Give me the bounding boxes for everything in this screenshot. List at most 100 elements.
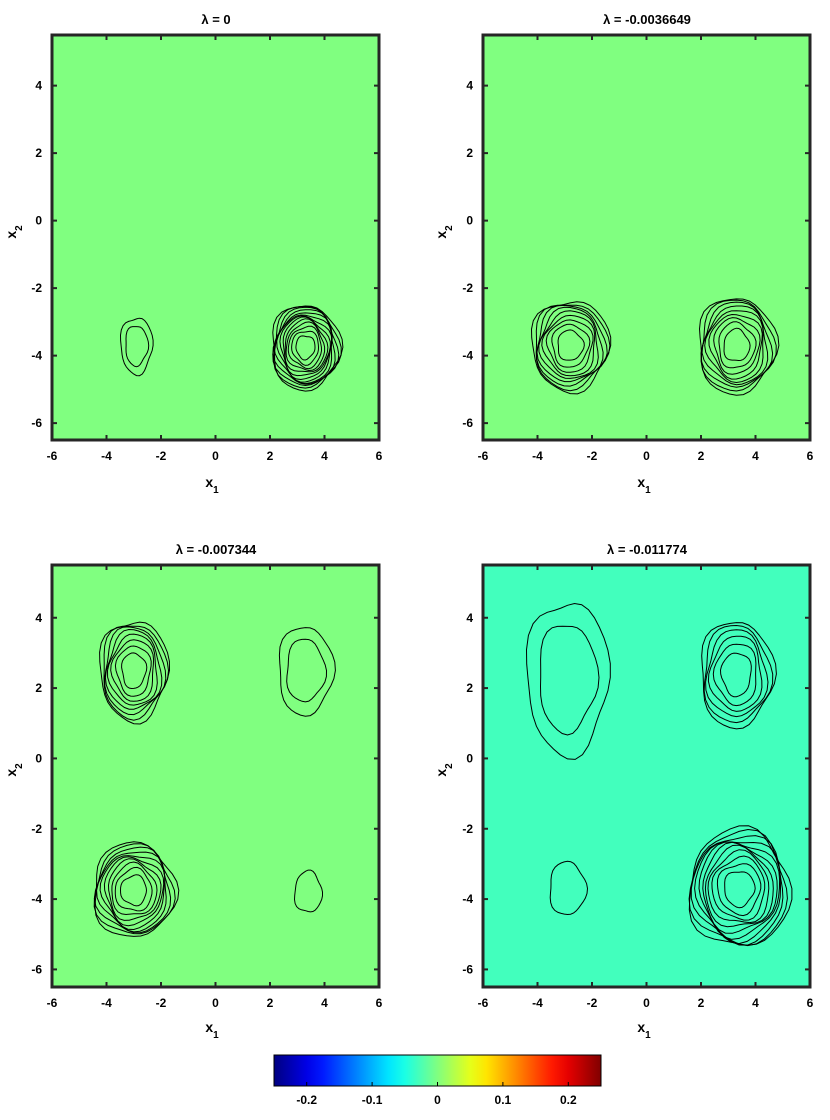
x-tick-label: -2 (587, 996, 598, 1010)
y-tick-label: 4 (466, 79, 473, 93)
x-tick-label: 4 (752, 449, 759, 463)
x-tick-label: -4 (532, 449, 543, 463)
colorbar-gradient (273, 1054, 602, 1087)
x-tick-label: -6 (478, 996, 489, 1010)
panel-4-contour-level (719, 652, 752, 698)
y-tick-label: 4 (466, 611, 473, 625)
panel-2-contour-level (530, 301, 612, 395)
panel-4-contour-level (525, 602, 611, 760)
panel-3-contour-level (119, 874, 148, 907)
panel-2-contour-level (708, 313, 763, 380)
panel-3-background (52, 565, 379, 987)
y-tick-label: -6 (462, 962, 473, 976)
panel-3-contour-level (121, 652, 148, 690)
panel-1-contour-level (282, 316, 331, 377)
y-tick-label: -4 (31, 892, 42, 906)
panel-2-contours (530, 298, 780, 396)
colorbar-tick-label: -0.2 (296, 1093, 317, 1107)
y-tick-label: 4 (35, 611, 42, 625)
panel-2-contour-level (701, 305, 769, 386)
x-tick-label: -4 (101, 449, 112, 463)
y-tick-label: 2 (466, 146, 473, 160)
y-tick-label: -4 (462, 349, 473, 363)
x-tick-label: -4 (532, 996, 543, 1010)
panel-4-contours (525, 602, 793, 947)
x-tick-label: 2 (267, 996, 274, 1010)
panel-2-contour-level (557, 329, 585, 361)
x-tick-label: 6 (807, 996, 814, 1010)
panel-4-y-ticks: -6 -4 -2 0 2 4 (462, 611, 810, 976)
panel-2-contour-level (698, 298, 780, 396)
y-tick-label: 0 (466, 214, 473, 228)
panel-3-contour-level (293, 869, 323, 913)
panel-1-contour-level (272, 309, 336, 385)
y-tick-label: 0 (35, 751, 42, 765)
colorbar-tick-label: 0.1 (495, 1093, 512, 1107)
panel-2-y-ticks: -6 -4 -2 0 2 4 (462, 79, 810, 430)
panel-4-contour-level (702, 841, 778, 934)
panel-4-contour-level (724, 871, 756, 909)
x-tick-label: 0 (643, 449, 650, 463)
panel-3-y-ticks: -6 -4 -2 0 2 4 (31, 611, 379, 976)
panel-1-background (52, 35, 379, 440)
x-tick-label: 2 (267, 449, 274, 463)
panel-4-contour-level (704, 844, 774, 928)
y-tick-label: -2 (31, 822, 42, 836)
y-tick-label: 2 (35, 146, 42, 160)
panel-2-y-label: x2 (433, 225, 455, 239)
panel-4-y-label: x2 (433, 763, 455, 777)
panel-2-contour-level (541, 314, 596, 377)
panel-1-title: λ = 0 (201, 12, 230, 27)
panel-4-contour-level (703, 624, 774, 724)
x-tick-label: 0 (212, 449, 219, 463)
x-tick-label: -2 (587, 449, 598, 463)
panel-2-contour-level (545, 319, 594, 373)
panel-4-contour-level (539, 625, 600, 736)
x-tick-label: 2 (698, 996, 705, 1010)
panel-3-contour-level (96, 851, 167, 933)
y-tick-label: 2 (35, 681, 42, 695)
panel-4-contour-level (712, 643, 757, 707)
y-tick-label: 0 (466, 751, 473, 765)
panel-3-contour-level (103, 856, 165, 927)
panel-1-contour-level (285, 321, 326, 372)
panel-4-x-label: x1 (637, 1019, 651, 1041)
panel-3-x-label: x1 (205, 1019, 219, 1041)
panel-1-x-label: x1 (205, 474, 219, 496)
x-tick-label: 6 (376, 996, 383, 1010)
colorbar-tick-label: 0 (434, 1093, 441, 1107)
panel-3-contour-level (114, 645, 152, 697)
panel-1-y-ticks: -6 -4 -2 0 2 4 (31, 79, 379, 430)
panel-4-contour-level (707, 849, 770, 924)
panel-2-contour-level (718, 321, 757, 369)
panel-4-contour-level (690, 835, 784, 946)
x-tick-label: 2 (698, 449, 705, 463)
panel-3-contour-level (114, 866, 153, 912)
panel-2-contour-level (538, 310, 599, 379)
colorbar-tick-label: 0.2 (560, 1093, 577, 1107)
y-tick-label: -4 (462, 892, 473, 906)
panel-3-contour-level (278, 627, 336, 717)
x-tick-label: 4 (752, 996, 759, 1010)
panel-3-x-ticks: -6 -4 -2 0 2 4 6 (47, 565, 383, 1010)
y-tick-label: -2 (31, 281, 42, 295)
panel-4-contour-level (698, 841, 781, 940)
y-tick-label: -6 (31, 962, 42, 976)
panel-4-contour-level (688, 828, 788, 947)
panel-2-contour-level (536, 306, 604, 383)
x-tick-label: 0 (643, 996, 650, 1010)
panel-4-contour-level (549, 860, 589, 916)
panel-3-contour-level (106, 633, 158, 706)
y-tick-label: -2 (462, 281, 473, 295)
colorbar: -0.2 -0.1 0 0.1 0.2 (273, 1054, 602, 1107)
panel-1-contours (119, 305, 344, 392)
panel-3-contour-level (103, 625, 170, 721)
panel-1: λ = 0 -6 -4 -2 0 2 4 6 -6 -4 -2 0 2 4 x1 x2 (3, 12, 383, 496)
panel-3-y-label: x2 (3, 763, 25, 777)
x-tick-label: 6 (807, 449, 814, 463)
x-tick-label: -6 (47, 449, 58, 463)
panel-1-x-ticks: -6 -4 -2 0 2 4 6 (47, 35, 383, 463)
panel-1-contour-level (273, 312, 333, 385)
panel-4-contour-level (705, 629, 769, 718)
